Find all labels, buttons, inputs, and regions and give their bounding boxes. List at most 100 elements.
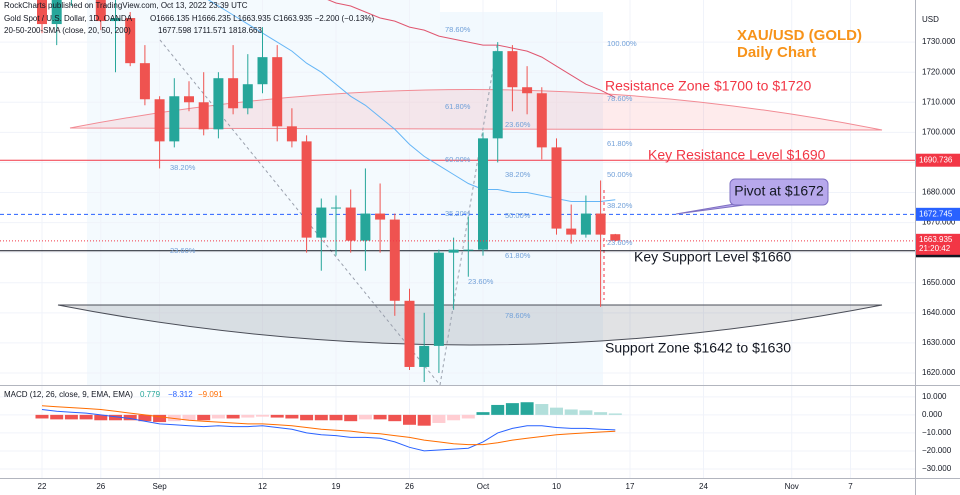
candle-body xyxy=(551,147,562,229)
candle-body xyxy=(463,249,474,251)
x-tick-label: 26 xyxy=(405,482,414,491)
histogram-bar xyxy=(564,409,578,415)
fib-label: 23.60% xyxy=(468,277,494,286)
sma-label: 20-50-200-SMA (close, 20, 50, 200) xyxy=(4,26,131,35)
annotation: Key Support Level $1660 xyxy=(634,249,791,265)
fib-label: 78.60% xyxy=(607,94,633,103)
candle-body xyxy=(580,213,591,235)
histogram-bar xyxy=(344,414,358,422)
candle-body xyxy=(213,78,224,130)
candle-body xyxy=(110,18,121,22)
level-label-box xyxy=(916,153,960,167)
x-tick-label: 19 xyxy=(332,482,341,491)
macd-value: −8.312 xyxy=(168,390,193,399)
fib-label: 35.20% xyxy=(445,209,471,218)
histogram-bar xyxy=(123,414,137,421)
y-tick-label: −20.000 xyxy=(922,446,952,455)
indicator-line xyxy=(207,0,616,202)
candle-body xyxy=(316,207,327,238)
candle-body xyxy=(169,96,180,142)
histogram-bar xyxy=(35,414,49,419)
histogram-bar xyxy=(447,414,461,421)
histogram-bar xyxy=(182,414,196,421)
level-label: 1690.736 xyxy=(919,155,953,164)
histogram-bar xyxy=(314,414,328,421)
y-tick-label: 1710.000 xyxy=(922,97,956,106)
histogram-bar xyxy=(153,414,167,423)
x-tick-label: 17 xyxy=(626,482,635,491)
last-price-box xyxy=(916,233,960,255)
fib-label: 50.00% xyxy=(607,170,633,179)
macd-value: −9.091 xyxy=(198,390,223,399)
candle-body xyxy=(139,63,150,100)
histogram-bar xyxy=(358,414,372,420)
candle-body xyxy=(331,207,341,209)
x-tick-label: 24 xyxy=(699,482,708,491)
histogram-bar xyxy=(579,410,593,415)
last-price-label: 1663.935 xyxy=(919,235,953,244)
macd-title: MACD (12, 26, close, 9, EMA, EMA) xyxy=(4,390,133,399)
x-tick-label: 12 xyxy=(258,482,267,491)
annotation: Resistance Zone $1700 to $1720 xyxy=(605,78,811,94)
histogram-bar xyxy=(79,414,93,420)
candle-body xyxy=(360,213,371,241)
indicator-line xyxy=(41,405,616,446)
support-zone xyxy=(57,304,883,346)
histogram-bar xyxy=(329,414,343,421)
indicator-line xyxy=(41,409,616,452)
y-tick-label: 1700.000 xyxy=(922,127,956,136)
fib-label: 61.80% xyxy=(505,251,531,260)
y-tick-label: 0.000 xyxy=(922,410,943,419)
x-tick-label: Oct xyxy=(477,482,490,491)
level-label: 1672.745 xyxy=(919,209,953,218)
macd-value: 0.779 xyxy=(140,390,161,399)
y-tick-label: 1730.000 xyxy=(922,37,956,46)
histogram-bar xyxy=(94,414,108,421)
histogram-bar xyxy=(211,414,225,419)
fib-label: 60.00% xyxy=(445,155,471,164)
y-tick-label: 1630.000 xyxy=(922,338,956,347)
histogram-bar xyxy=(432,414,446,423)
candle-body xyxy=(345,207,356,241)
histogram-bar xyxy=(388,414,402,422)
x-tick-label: 10 xyxy=(552,482,561,491)
fib-label: 50.00% xyxy=(505,211,531,220)
candle-body xyxy=(286,126,297,142)
candle-body xyxy=(95,0,106,22)
histogram-bar xyxy=(241,414,255,418)
sma-values: 1677.598 1711.571 1818.663 xyxy=(158,26,263,35)
y-tick-label: 1680.000 xyxy=(922,188,956,197)
symbol: Gold Spot / U.S. Dollar, 1D, OANDA xyxy=(4,14,133,23)
histogram-bar xyxy=(520,402,534,415)
candle-body xyxy=(433,252,444,346)
candle-body xyxy=(595,213,606,235)
histogram-bar xyxy=(226,414,240,419)
x-tick-label: 26 xyxy=(96,482,105,491)
fib-label: 23.60% xyxy=(170,246,196,255)
candle-body xyxy=(566,228,577,235)
x-tick-label: Nov xyxy=(785,482,799,491)
candle-body xyxy=(492,51,503,139)
y-tick-label: −30.000 xyxy=(922,464,952,473)
macd-pane xyxy=(35,402,622,452)
price-pane xyxy=(0,0,915,382)
indicator-line xyxy=(327,0,616,98)
candle-body xyxy=(37,0,47,25)
fib-label: 100.00% xyxy=(607,39,637,48)
candle-body xyxy=(389,219,400,301)
histogram-bar xyxy=(505,403,519,415)
histogram-bar xyxy=(476,412,490,415)
histogram-bar xyxy=(608,413,622,415)
candle-body xyxy=(375,213,386,220)
chart-title: XAU/USD (GOLD) xyxy=(737,27,862,44)
histogram-bar xyxy=(50,414,64,420)
histogram-bar xyxy=(417,414,431,426)
histogram-bar xyxy=(109,414,122,421)
candle-body xyxy=(404,300,415,367)
publisher: RockCharts published on TradingView.com,… xyxy=(4,1,248,10)
ohlc: O1666.135 H1666.235 L1663.935 C1663.935 … xyxy=(150,14,375,23)
fib-label: 78.60% xyxy=(445,25,471,34)
histogram-bar xyxy=(285,414,299,419)
fib-trend-line xyxy=(159,39,441,386)
